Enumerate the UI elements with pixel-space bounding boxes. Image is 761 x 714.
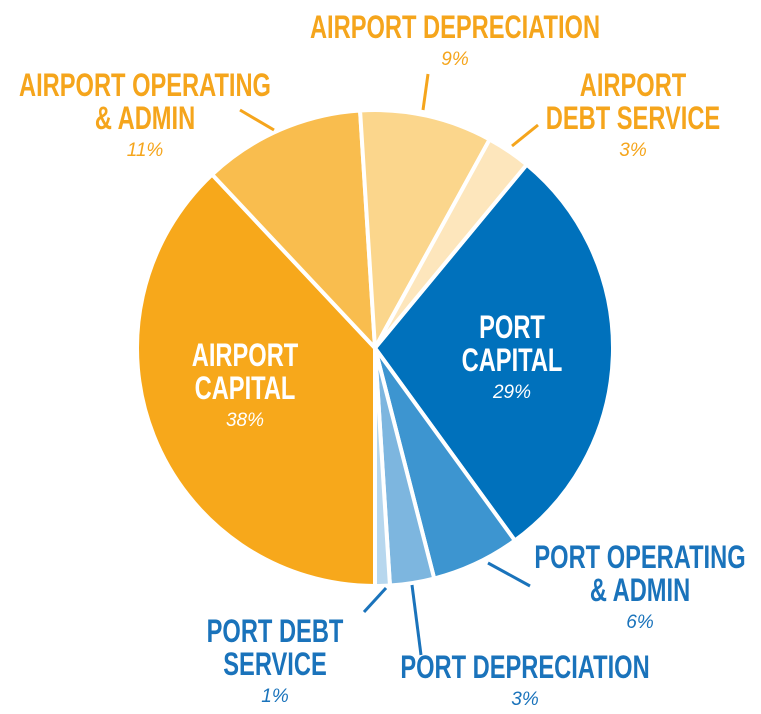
slice-name-line: CAPITAL [195,371,296,406]
slice-label: AIRPORT OPERATING & ADMIN [19,68,271,136]
slice-name: PORT DEBT SERVICE [207,614,344,682]
slice-name-line: AIRPORT [580,68,686,103]
pie-slice [373,137,529,350]
slice-label: PORT CAPITAL [462,310,563,378]
slice-name: AIRPORT CAPITAL [192,338,298,406]
slice-percent: 1% [261,686,289,707]
slice-label: PORT OPERATING & ADMIN [534,540,745,608]
slice-name-line: PORT DEPRECIATION [400,650,649,685]
slice-name-line: PORT [479,310,545,345]
slice-label: AIRPORT DEBT SERVICE [546,68,720,136]
slice-name-line: DEBT SERVICE [546,101,720,136]
slice-name-line: SERVICE [223,647,326,682]
slice-percent: 29% [492,382,531,403]
slice-name-line: PORT OPERATING [534,540,745,575]
slice-label: AIRPORT DEPRECIATION [310,10,600,45]
pie-slice [135,172,377,588]
slice-percent: 3% [619,140,647,161]
slice-percent: 38% [226,410,264,431]
leader-line [511,123,539,148]
pie-slice [210,108,377,350]
leader-line [239,108,275,132]
leader-line [421,73,430,111]
slice-label: PORT DEPRECIATION [400,650,649,685]
slice-name: PORT DEPRECIATION [400,650,649,685]
slice-label: AIRPORT CAPITAL [192,338,298,406]
slice-percent: 11% [127,140,164,161]
slice-percent: 6% [626,612,654,633]
slice-name-line: AIRPORT DEPRECIATION [310,10,600,45]
slice-label: PORT DEBT SERVICE [207,614,344,682]
slice-name: AIRPORT DEPRECIATION [310,10,600,45]
slice-name: AIRPORT OPERATING & ADMIN [19,68,271,136]
leader-line [410,584,423,656]
slice-name-line: & ADMIN [590,573,690,608]
slice-name: PORT OPERATING & ADMIN [534,540,745,608]
slice-name: AIRPORT DEBT SERVICE [546,68,720,136]
pie-slice [358,108,492,350]
pie-slice [373,162,615,543]
slice-name: PORT CAPITAL [462,310,563,378]
leader-line [362,586,388,614]
leader-line [487,561,531,588]
slice-name-line: & ADMIN [95,101,195,136]
slice-percent: 9% [441,49,469,70]
slice-percent: 3% [511,689,539,710]
slice-name-line: AIRPORT OPERATING [19,68,271,103]
slice-name-line: PORT DEBT [207,614,344,649]
slice-name-line: AIRPORT [192,338,298,373]
slice-name-line: CAPITAL [462,343,563,378]
